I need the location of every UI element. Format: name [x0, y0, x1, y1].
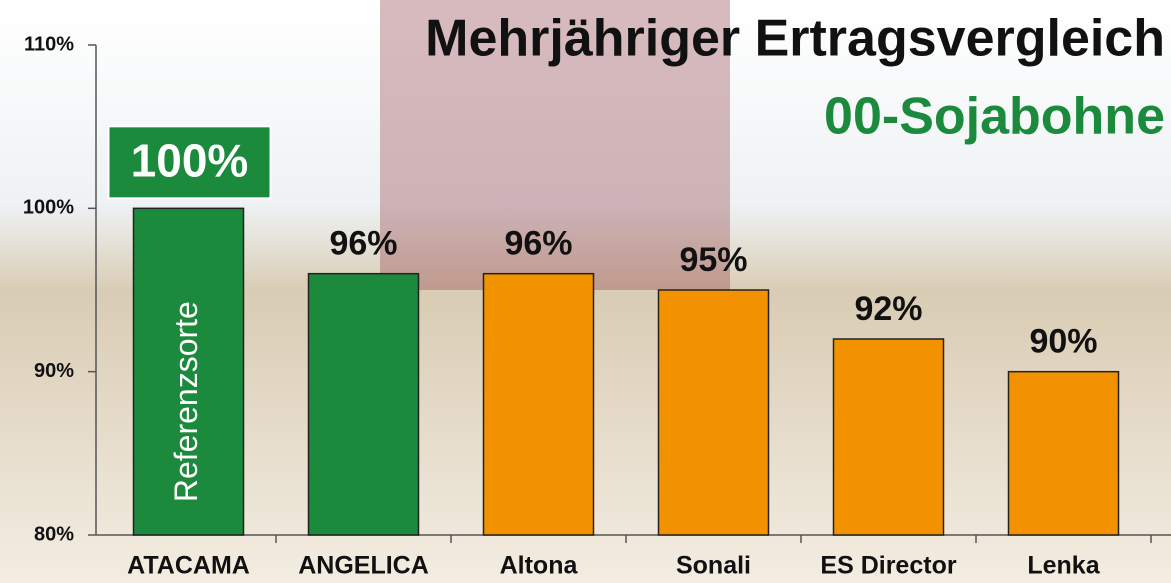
- chart-title: Mehrjähriger Ertragsvergleich: [425, 10, 1165, 68]
- x-tick-label: Sonali: [676, 552, 751, 580]
- annotation: Referenzsorte: [168, 301, 204, 502]
- chart-subtitle: 00-Sojabohne: [824, 88, 1165, 146]
- value-label: 100%: [131, 134, 249, 186]
- bar: [834, 339, 944, 535]
- value-label: 92%: [854, 290, 922, 328]
- x-tick-label: ES Director: [820, 552, 956, 580]
- value-label: 96%: [329, 225, 397, 263]
- y-tick-label: 80%: [34, 523, 74, 545]
- y-tick-label: 110%: [24, 33, 74, 55]
- value-label: 96%: [504, 225, 572, 263]
- value-label: 90%: [1029, 323, 1097, 361]
- y-tick-label: 100%: [23, 197, 74, 219]
- value-label: 95%: [679, 241, 747, 279]
- chart: Mehrjähriger Ertragsvergleich 00-Sojaboh…: [0, 0, 1171, 583]
- x-tick-label: Altona: [500, 552, 579, 580]
- y-tick-label: 90%: [34, 360, 74, 382]
- bar: [659, 290, 769, 535]
- x-tick-label: ANGELICA: [298, 552, 429, 580]
- page: Mehrjähriger Ertragsvergleich 00-Sojaboh…: [0, 0, 1171, 583]
- bar: [309, 274, 419, 535]
- x-tick-label: ATACAMA: [127, 552, 250, 580]
- x-tick-label: Lenka: [1027, 552, 1100, 580]
- bar: [484, 274, 594, 535]
- bar: [1009, 372, 1119, 535]
